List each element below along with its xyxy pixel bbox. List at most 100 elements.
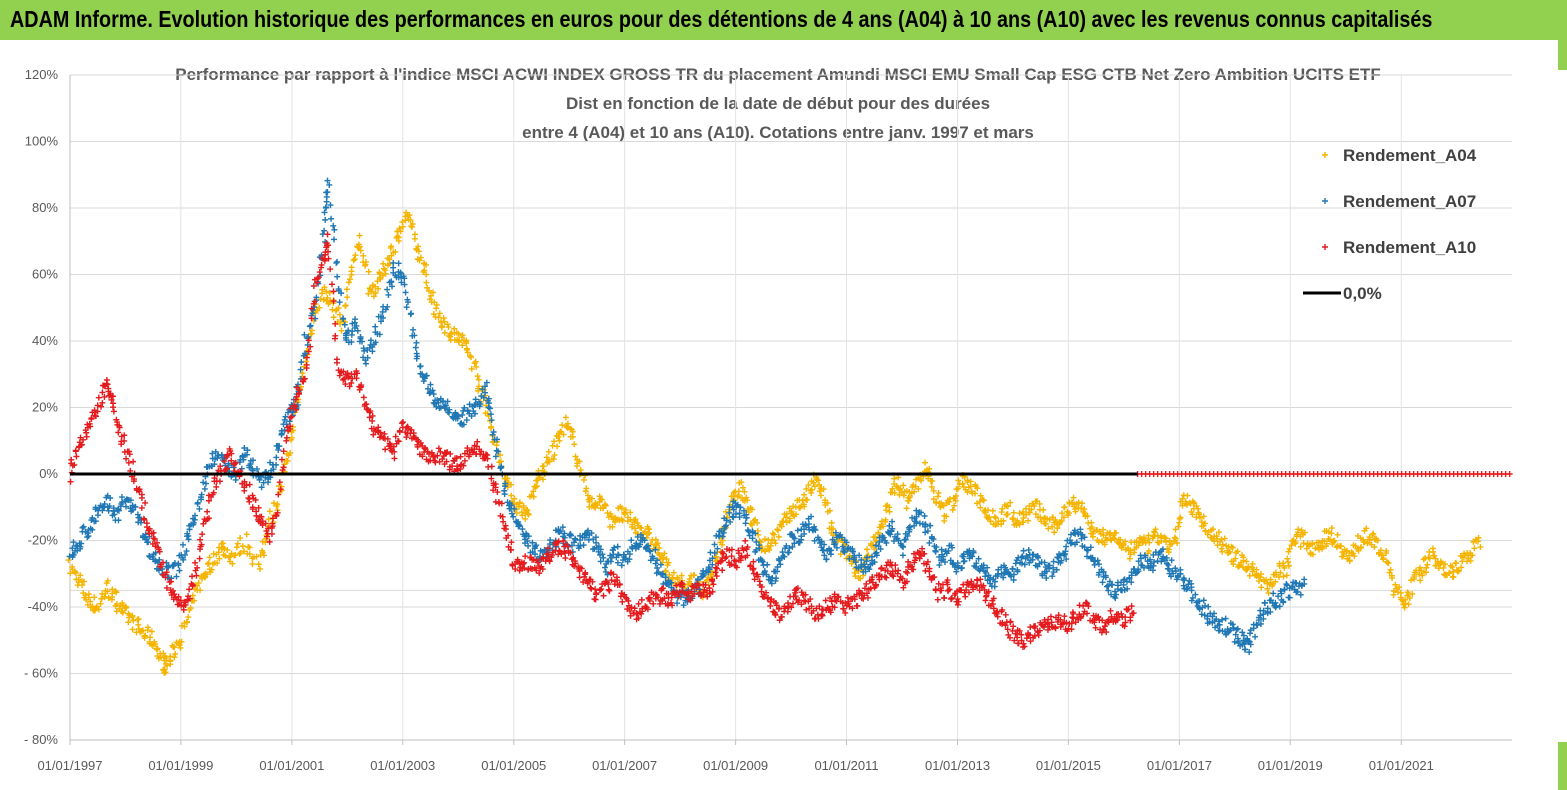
marker-Rendement_A10 bbox=[962, 593, 969, 600]
marker-Rendement_A07 bbox=[615, 552, 622, 559]
marker-Rendement_A04 bbox=[167, 658, 174, 665]
marker-Rendement_A04 bbox=[435, 314, 442, 321]
marker-Rendement_A07 bbox=[182, 551, 189, 558]
marker-Rendement_A07 bbox=[482, 383, 489, 390]
marker-Rendement_A07 bbox=[70, 551, 77, 558]
marker-Rendement_A07 bbox=[336, 299, 343, 306]
marker-Rendement_A04 bbox=[563, 423, 570, 430]
marker-Rendement_A04 bbox=[934, 493, 941, 500]
marker-Rendement_A07 bbox=[711, 541, 718, 548]
marker-Rendement_A04 bbox=[1141, 534, 1147, 541]
marker-Rendement_A04 bbox=[1292, 539, 1299, 546]
marker-Rendement_A07 bbox=[1301, 576, 1308, 583]
marker-Rendement_A04 bbox=[1331, 537, 1338, 544]
marker-Rendement_A04 bbox=[663, 556, 670, 563]
marker-Rendement_A07 bbox=[723, 522, 730, 529]
marker-Rendement_A07 bbox=[417, 363, 424, 370]
marker-Rendement_A04 bbox=[1152, 526, 1159, 533]
marker-Rendement_A07 bbox=[746, 532, 753, 539]
marker-Rendement_A04 bbox=[357, 247, 364, 254]
marker-Rendement_A04 bbox=[415, 248, 422, 255]
marker-Rendement_A04 bbox=[1402, 596, 1409, 603]
marker-Rendement_A04 bbox=[233, 544, 240, 551]
marker-Rendement_A07 bbox=[96, 504, 103, 511]
marker-Rendement_A07 bbox=[110, 508, 117, 515]
marker-Rendement_A04 bbox=[360, 252, 367, 259]
marker-Rendement_A04 bbox=[392, 248, 399, 255]
marker-Rendement_A04 bbox=[79, 582, 86, 589]
marker-Rendement_A07 bbox=[348, 339, 355, 346]
marker-Rendement_A04 bbox=[1338, 542, 1345, 549]
marker-Rendement_A04 bbox=[407, 217, 414, 224]
marker-Rendement_A04 bbox=[350, 257, 357, 264]
marker-Rendement_A04 bbox=[151, 641, 158, 648]
marker-Rendement_A07 bbox=[173, 573, 180, 580]
marker-Rendement_A07 bbox=[446, 406, 453, 413]
marker-Rendement_A04 bbox=[530, 493, 537, 500]
marker-Rendement_A07 bbox=[376, 331, 383, 338]
marker-Rendement_A04 bbox=[141, 635, 148, 642]
marker-Rendement_A10 bbox=[204, 508, 211, 515]
marker-Rendement_A04 bbox=[1309, 551, 1316, 558]
scrollbar-top[interactable] bbox=[1558, 40, 1567, 70]
marker-Rendement_A07 bbox=[633, 540, 640, 547]
marker-Rendement_A04 bbox=[1450, 574, 1457, 581]
marker-Rendement_A04 bbox=[1221, 535, 1228, 542]
marker-Rendement_A04 bbox=[989, 507, 996, 514]
marker-Rendement_A04 bbox=[1383, 547, 1390, 554]
marker-Rendement_A04 bbox=[1100, 526, 1107, 533]
marker-Rendement_A04 bbox=[940, 502, 947, 509]
marker-Rendement_A04 bbox=[1424, 561, 1431, 568]
marker-Rendement_A04 bbox=[674, 576, 681, 583]
marker-Rendement_A10 bbox=[844, 594, 851, 601]
marker-Rendement_A04 bbox=[1346, 558, 1353, 565]
x-tick-label: 01/01/2019 bbox=[1258, 758, 1323, 773]
x-tick-label: 01/01/2015 bbox=[1036, 758, 1101, 773]
marker-Rendement_A04 bbox=[1460, 554, 1467, 561]
marker-Rendement_A10 bbox=[196, 555, 203, 562]
marker-Rendement_A04 bbox=[1226, 548, 1233, 555]
marker-Rendement_A04 bbox=[406, 212, 413, 218]
marker-Rendement_A04 bbox=[1049, 523, 1056, 530]
marker-Rendement_A07 bbox=[851, 554, 858, 561]
marker-Rendement_A04 bbox=[1389, 575, 1396, 582]
marker-Rendement_A04 bbox=[1202, 527, 1209, 534]
marker-Rendement_A04 bbox=[964, 489, 971, 496]
marker-Rendement_A04 bbox=[1214, 542, 1221, 549]
marker-Rendement_A07 bbox=[106, 503, 113, 510]
marker-Rendement_A04 bbox=[953, 492, 960, 499]
scrollbar-bottom[interactable] bbox=[1558, 742, 1567, 790]
marker-Rendement_A07 bbox=[577, 542, 584, 549]
series-Rendement_A07 bbox=[66, 177, 1308, 656]
marker-Rendement_A04 bbox=[1023, 505, 1029, 512]
marker-Rendement_A04 bbox=[1004, 503, 1011, 510]
marker-Rendement_A07 bbox=[483, 379, 490, 386]
marker-Rendement_A10 bbox=[1122, 614, 1129, 621]
marker-Rendement_A04 bbox=[903, 505, 910, 512]
marker-Rendement_A04 bbox=[1288, 542, 1295, 549]
marker-Rendement_A04 bbox=[1425, 554, 1432, 561]
marker-Rendement_A04 bbox=[1176, 515, 1183, 522]
marker-Rendement_A07 bbox=[321, 227, 328, 234]
marker-Rendement_A04 bbox=[987, 518, 994, 525]
y-tick-label: 0% bbox=[39, 466, 58, 481]
legend-item-reference: 0,0% bbox=[1303, 284, 1382, 303]
marker-Rendement_A04 bbox=[632, 516, 639, 523]
marker-Rendement_A04 bbox=[455, 330, 462, 337]
marker-Rendement_A04 bbox=[619, 517, 626, 524]
marker-Rendement_A07 bbox=[472, 396, 479, 403]
marker-Rendement_A04 bbox=[376, 269, 383, 276]
marker-Rendement_A04 bbox=[1387, 566, 1394, 573]
marker-Rendement_A04 bbox=[1374, 537, 1381, 544]
marker-Rendement_A04 bbox=[1028, 506, 1035, 513]
marker-Rendement_A07 bbox=[194, 499, 201, 506]
marker-Rendement_A04 bbox=[1264, 585, 1271, 592]
marker-Rendement_A04 bbox=[1319, 544, 1326, 551]
marker-Rendement_A07 bbox=[380, 314, 387, 321]
marker-Rendement_A07 bbox=[342, 334, 349, 341]
marker-Rendement_A04 bbox=[75, 579, 82, 586]
marker-Rendement_A04 bbox=[1249, 568, 1256, 575]
marker-Rendement_A04 bbox=[1453, 560, 1460, 567]
marker-Rendement_A07 bbox=[212, 448, 219, 455]
marker-Rendement_A04 bbox=[249, 561, 256, 568]
